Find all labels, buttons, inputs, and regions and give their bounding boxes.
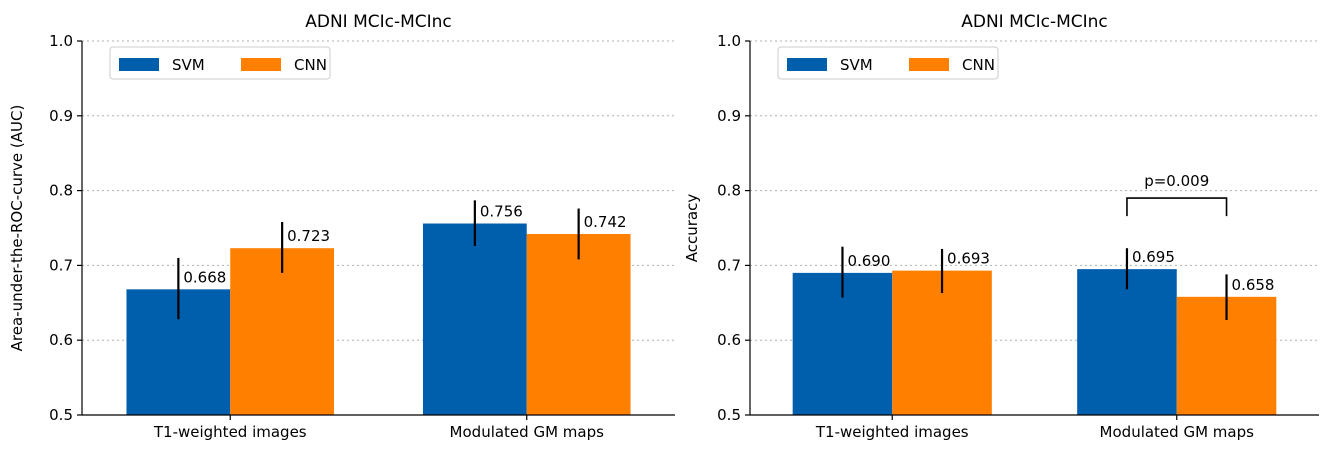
x-tick-label: T1-weighted images — [153, 423, 307, 441]
y-tick-label: 0.5 — [49, 406, 73, 424]
bar-cnn — [892, 270, 992, 415]
y-tick-label: 0.6 — [717, 331, 741, 349]
data-label: 0.695 — [1132, 248, 1175, 266]
data-label: 0.723 — [287, 227, 330, 245]
legend-label-svm: SVM — [840, 56, 873, 74]
data-label: 0.742 — [584, 213, 627, 231]
data-label: 0.693 — [947, 250, 990, 268]
y-tick-label: 0.9 — [49, 107, 73, 125]
chart-title: ADNI MCIc-MCInc — [305, 12, 452, 32]
y-tick-label: 0.9 — [717, 107, 741, 125]
significance-bracket — [1126, 197, 1228, 217]
bar-svm — [422, 223, 527, 415]
legend-swatch-svm — [787, 58, 827, 71]
legend-swatch-svm — [119, 58, 159, 71]
y-tick-label: 0.7 — [717, 256, 741, 274]
legend-swatch-cnn — [241, 58, 281, 71]
x-tick-label: Modulated GM maps — [1100, 423, 1255, 441]
chart-panel-1: 0.5 0.6 0.7 0.8 0.9 1.0 0.668 0.723 T1-weighted … — [8, 12, 675, 441]
legend-label-svm: SVM — [172, 56, 205, 74]
x-tick-label: T1-weighted images — [815, 423, 969, 441]
x-tick-label: Modulated GM maps — [450, 423, 605, 441]
legend-swatch-cnn — [909, 58, 949, 71]
legend-label-cnn: CNN — [962, 56, 995, 74]
y-axis-label: Area-under-the-ROC-curve (AUC) — [8, 105, 26, 352]
data-label: 0.658 — [1232, 276, 1275, 294]
data-label: 0.668 — [183, 268, 226, 286]
bar-cnn — [230, 248, 335, 415]
legend: SVM CNN — [777, 46, 999, 80]
chart-panel-2: 0.5 0.6 0.7 0.8 0.9 1.0 0.690 0.693 T1-weighted … — [683, 12, 1319, 441]
y-tick-label: 0.8 — [49, 182, 73, 200]
chart-title: ADNI MCIc-MCInc — [961, 12, 1108, 32]
y-tick-label: 1.0 — [49, 32, 73, 50]
data-label: 0.756 — [480, 203, 523, 221]
legend-label-cnn: CNN — [294, 56, 327, 74]
data-label: 0.690 — [847, 252, 890, 270]
y-tick-label: 0.7 — [49, 256, 73, 274]
y-tick-label: 1.0 — [717, 32, 741, 50]
bar-svm — [1077, 269, 1177, 415]
y-axis-label: Accuracy — [683, 194, 701, 263]
y-tick-label: 0.5 — [717, 406, 741, 424]
bar-cnn — [526, 233, 631, 415]
significance-label: p=0.009 — [1144, 172, 1209, 190]
legend: SVM CNN — [109, 46, 331, 80]
y-tick-label: 0.6 — [49, 331, 73, 349]
y-tick-label: 0.8 — [717, 182, 741, 200]
